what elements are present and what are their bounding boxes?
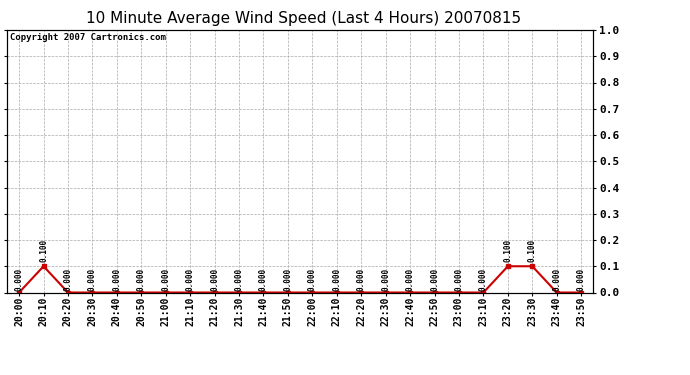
Text: 0.000: 0.000 <box>552 268 561 291</box>
Text: 0.000: 0.000 <box>381 268 390 291</box>
Text: 0.000: 0.000 <box>88 268 97 291</box>
Text: 0.000: 0.000 <box>430 268 439 291</box>
Text: 0.000: 0.000 <box>161 268 170 291</box>
Text: 0.000: 0.000 <box>186 268 195 291</box>
Text: 10 Minute Average Wind Speed (Last 4 Hours) 20070815: 10 Minute Average Wind Speed (Last 4 Hou… <box>86 11 521 26</box>
Text: 0.000: 0.000 <box>406 268 415 291</box>
Text: 0.000: 0.000 <box>14 268 23 291</box>
Text: 0.000: 0.000 <box>112 268 121 291</box>
Text: 0.000: 0.000 <box>455 268 464 291</box>
Text: 0.000: 0.000 <box>577 268 586 291</box>
Text: 0.000: 0.000 <box>357 268 366 291</box>
Text: Copyright 2007 Cartronics.com: Copyright 2007 Cartronics.com <box>10 33 166 42</box>
Text: 0.000: 0.000 <box>308 268 317 291</box>
Text: 0.000: 0.000 <box>63 268 72 291</box>
Text: 0.000: 0.000 <box>284 268 293 291</box>
Text: 0.100: 0.100 <box>528 239 537 262</box>
Text: 0.100: 0.100 <box>504 239 513 262</box>
Text: 0.000: 0.000 <box>137 268 146 291</box>
Text: 0.000: 0.000 <box>333 268 342 291</box>
Text: 0.000: 0.000 <box>210 268 219 291</box>
Text: 0.000: 0.000 <box>235 268 244 291</box>
Text: 0.000: 0.000 <box>259 268 268 291</box>
Text: 0.000: 0.000 <box>479 268 488 291</box>
Text: 0.100: 0.100 <box>39 239 48 262</box>
